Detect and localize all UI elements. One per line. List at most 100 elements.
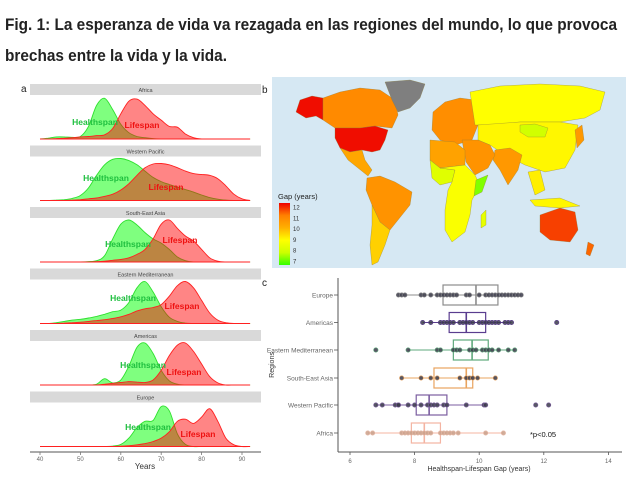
data-point (505, 347, 511, 353)
data-point (508, 319, 514, 325)
data-point (512, 347, 518, 353)
facet-strip-label: Europe (137, 395, 155, 401)
data-point (546, 402, 552, 408)
lifespan-density-area (40, 162, 251, 201)
map-country-new-zealand (585, 241, 595, 257)
density-facet-europe: Europe Healthspan Lifespan (30, 391, 261, 448)
map-country-greenland (384, 79, 426, 113)
data-point (473, 347, 479, 353)
map-country-mongolia (519, 123, 549, 138)
healthspan-label: Healthspan (105, 239, 151, 249)
data-point (428, 319, 434, 325)
data-point (455, 430, 461, 436)
data-point (365, 430, 371, 436)
map-country-indonesia (529, 197, 581, 209)
x-tick-label: 50 (77, 457, 84, 463)
map-country-europe (431, 97, 479, 146)
box-western-pacific: Western Pacific (288, 394, 552, 416)
data-point (373, 402, 379, 408)
y-axis-title: Regions (269, 352, 276, 378)
density-facet-eastern-mediterranean: Eastern Mediterranean Healthspan Lifespan (30, 268, 261, 324)
significance-annotation: *p<0.05 (530, 430, 556, 439)
data-point (483, 402, 489, 408)
panel-letter-c: c (262, 278, 267, 289)
category-label: Europe (312, 292, 333, 299)
data-point (533, 402, 539, 408)
x-tick-label: 70 (158, 457, 165, 463)
figure-title-line-1: Fig. 1: La esperanza de vida va rezagada… (5, 15, 617, 34)
data-point (428, 430, 434, 436)
facet-strip (30, 145, 261, 157)
lifespan-label: Lifespan (125, 120, 160, 130)
lifespan-label: Lifespan (163, 235, 198, 245)
map-country-australia (539, 207, 579, 243)
map-country-southern-cone (369, 204, 391, 266)
world-map-panel: Gap (years) 12 11 10 9 8 7 (272, 77, 626, 268)
category-label: Africa (316, 430, 333, 437)
lifespan-label: Lifespan (149, 182, 184, 192)
panel-letter-b: b (262, 85, 268, 96)
x-tick-label: 8 (413, 459, 417, 465)
lifespan-density-area (40, 342, 251, 386)
map-country-madagascar (480, 209, 487, 229)
facet-strip (30, 330, 261, 341)
data-point (420, 319, 426, 325)
data-point (470, 319, 476, 325)
facet-strip (30, 391, 261, 403)
map-country-usa (334, 125, 389, 153)
data-point (421, 292, 427, 298)
facet-strip (30, 84, 261, 95)
figure-title-line-2: brechas entre la vida y la vida. (5, 46, 227, 65)
data-point (395, 402, 401, 408)
map-country-canada (322, 87, 399, 129)
map-country-mexico (339, 147, 373, 177)
facet-strip-label: Western Pacific (126, 149, 164, 155)
density-facet-south-east-asia: South-East Asia Healthspan Lifespan (30, 207, 261, 263)
healthspan-label: Healthspan (83, 173, 129, 183)
x-tick-label: 14 (605, 459, 612, 465)
x-tick-label: 6 (348, 459, 352, 465)
data-point (405, 402, 411, 408)
data-point (454, 292, 460, 298)
facet-strip-label: Eastern Mediterranean (118, 272, 174, 278)
map-country-somalia (473, 174, 489, 197)
map-country-india (492, 147, 523, 186)
data-point (379, 402, 385, 408)
facet-strip (30, 207, 261, 218)
lifespan-density-area (39, 98, 251, 140)
box-africa: Africa (316, 422, 506, 444)
data-point (470, 375, 476, 381)
x-axis-title: Healthspan-Lifespan Gap (years) (427, 466, 530, 473)
legend-color-bar (279, 203, 290, 265)
lifespan-density-area (39, 408, 251, 448)
data-point (457, 347, 463, 353)
healthspan-label: Healthspan (110, 293, 156, 303)
data-point (450, 430, 456, 436)
legend-tick-label: 7 (293, 260, 297, 266)
data-point (399, 375, 405, 381)
data-point (444, 402, 450, 408)
data-point (370, 430, 376, 436)
x-tick-label: 12 (540, 459, 547, 465)
map-country-southeast-asia (527, 169, 546, 196)
box-eastern-mediterranean: Eastern Mediterranean (267, 339, 518, 361)
legend-tick-label: 11 (293, 216, 300, 222)
lifespan-density-area (40, 219, 251, 263)
data-point (405, 347, 411, 353)
data-point (418, 402, 424, 408)
data-point (418, 375, 424, 381)
data-point (457, 375, 463, 381)
facet-strip-label: South-East Asia (126, 211, 166, 217)
category-label: Eastern Mediterranean (267, 347, 334, 354)
category-label: Western Pacific (288, 402, 334, 409)
map-country-sub-saharan-africa (439, 164, 481, 243)
box-south-east-asia: South-East Asia (287, 367, 498, 389)
x-axis-title: Years (135, 462, 155, 471)
category-label: South-East Asia (287, 375, 334, 382)
lifespan-label: Lifespan (181, 429, 216, 439)
healthspan-label: Healthspan (125, 422, 171, 432)
density-facet-western-pacific: Western Pacific Healthspan Lifespan (30, 145, 261, 201)
